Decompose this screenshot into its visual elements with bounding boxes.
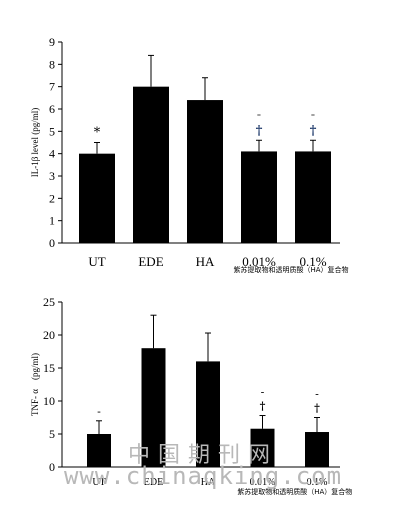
- chart1-y-tick-label: 7: [49, 80, 55, 94]
- chart1-bar: [187, 100, 223, 243]
- chart1-x-tick-label: 0.01%: [242, 254, 276, 269]
- chart1-y-tick-label: 4: [49, 147, 55, 161]
- chart1-bar: [295, 151, 331, 243]
- chart1-significance-mark: †: [256, 123, 263, 138]
- chart1-significance-mark: †: [310, 123, 317, 138]
- chart2-x-tick-label: 0.1%: [307, 477, 328, 488]
- chart1-y-tick-label: 5: [49, 124, 55, 138]
- chart2-bar: [141, 348, 166, 467]
- chart2-y-axis-label: TNF- α (pg/ml): [30, 353, 40, 416]
- chart2-x-tick-label: UT: [92, 477, 105, 488]
- chart2-y-tick-label: 5: [49, 427, 55, 441]
- chart1-y-axis-label: IL-1β level (pg/ml): [30, 108, 40, 178]
- chart2-significance-mark: †: [314, 402, 320, 415]
- watermark-chinese: 中国期刊网: [127, 443, 278, 468]
- chart2-y-tick-label: 0: [49, 460, 55, 474]
- chart1-y-tick-label: 3: [49, 169, 55, 183]
- chart1-group-label: 紫苏提取物和透明质酸（HA）复合物: [233, 265, 348, 274]
- chart2-y-tick-label: 15: [43, 361, 55, 375]
- chart1-bar: [79, 153, 115, 243]
- chart2-bar: [250, 428, 275, 467]
- chart1-significance-mark: -: [257, 107, 261, 122]
- chart1-y-tick-label: 6: [49, 102, 55, 116]
- chart2-bar: [305, 432, 329, 467]
- chart1-y-tick-label: 0: [49, 236, 55, 250]
- watermark-url: www.chinaqking.com: [63, 462, 343, 490]
- chart1-y-tick-label: 1: [49, 214, 55, 228]
- chart2-bar: [196, 361, 220, 467]
- chart1-y-tick-label: 9: [49, 35, 55, 49]
- chart2-y-tick-label: 25: [43, 295, 55, 309]
- chart1-bar: [133, 86, 169, 244]
- chart2-significance-mark: -: [97, 405, 101, 418]
- chart1-x-tick-label: 0.1%: [299, 254, 326, 269]
- chart2-significance-mark: -: [261, 386, 265, 399]
- chart2-x-tick-label: HA: [201, 477, 216, 488]
- chart2-bar: [87, 434, 111, 467]
- chart2-y-tick-label: 10: [43, 394, 55, 408]
- chart2-x-tick-label: EDE: [144, 477, 163, 488]
- chart2-y-tick-label: 20: [43, 328, 55, 342]
- chart1-y-tick-label: 8: [49, 57, 55, 71]
- chart1-y-tick-label: 2: [49, 191, 55, 205]
- chart2-x-tick-label: 0.01%: [250, 477, 276, 488]
- chart2-significance-mark: †: [260, 400, 266, 413]
- chart1-significance-mark: *: [94, 126, 101, 141]
- chart1-x-tick-label: EDE: [138, 254, 163, 269]
- chart1-significance-mark: -: [311, 107, 315, 122]
- chart2-significance-mark: -: [315, 388, 319, 401]
- chart1-x-tick-label: HA: [196, 254, 215, 269]
- chart2-group-label: 紫苏提取物和透明质酸（HA）复合物: [237, 487, 352, 496]
- chart1-bar: [241, 151, 277, 243]
- chart1-x-tick-label: UT: [88, 254, 105, 269]
